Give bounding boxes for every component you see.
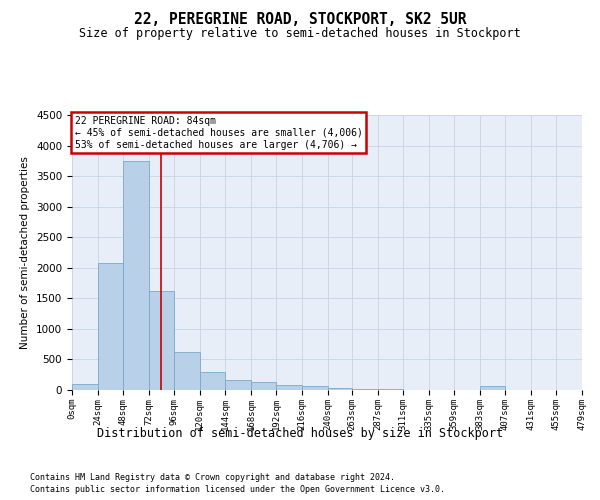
Text: Contains public sector information licensed under the Open Government Licence v3: Contains public sector information licen…	[30, 485, 445, 494]
Bar	[123, 161, 149, 390]
Text: Contains HM Land Registry data © Crown copyright and database right 2024.: Contains HM Land Registry data © Crown c…	[30, 472, 395, 482]
Text: 22, PEREGRINE ROAD, STOCKPORT, SK2 5UR: 22, PEREGRINE ROAD, STOCKPORT, SK2 5UR	[134, 12, 466, 28]
Text: Size of property relative to semi-detached houses in Stockport: Size of property relative to semi-detach…	[79, 28, 521, 40]
Bar	[149, 291, 174, 390]
Bar	[352, 389, 377, 390]
Bar	[277, 384, 302, 390]
Bar	[174, 352, 200, 390]
Bar	[251, 382, 277, 390]
Bar	[480, 386, 505, 390]
Bar	[72, 384, 98, 390]
Text: Distribution of semi-detached houses by size in Stockport: Distribution of semi-detached houses by …	[97, 428, 503, 440]
Bar	[98, 263, 123, 390]
Bar	[200, 372, 226, 390]
Bar	[302, 386, 328, 390]
Bar	[226, 380, 251, 390]
Text: 22 PEREGRINE ROAD: 84sqm
← 45% of semi-detached houses are smaller (4,006)
53% o: 22 PEREGRINE ROAD: 84sqm ← 45% of semi-d…	[74, 116, 362, 150]
Y-axis label: Number of semi-detached properties: Number of semi-detached properties	[20, 156, 31, 349]
Bar	[328, 388, 352, 390]
